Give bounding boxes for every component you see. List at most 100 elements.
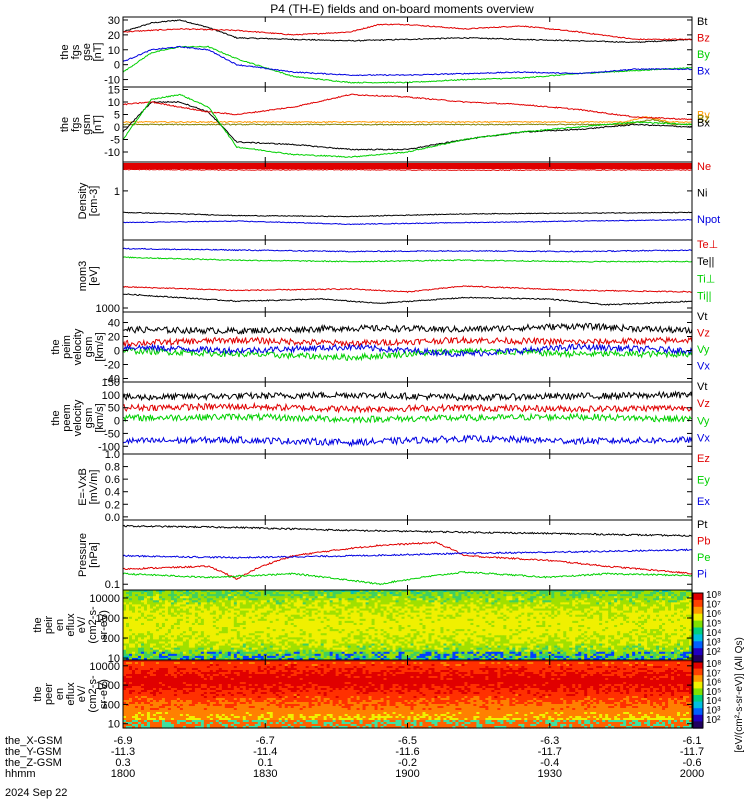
heatmap-cell [422,633,427,636]
heatmap-cell [368,635,373,638]
heatmap-cell [203,602,208,606]
heatmap-cell [587,592,591,595]
heatmap-cell [539,620,543,624]
heatmap-cell [671,598,675,601]
heatmap-cell [296,616,301,620]
heatmap-cell [545,596,549,599]
heatmap-cell [215,592,220,595]
heatmap-cell [608,625,612,628]
heatmap-cell [323,633,328,636]
heatmap-cell [656,606,660,610]
heatmap-cell [329,639,334,643]
heatmap-cell [365,635,370,638]
heatmap-cell [272,610,277,614]
heatmap-cell [227,600,232,603]
heatmap-cell [386,639,391,643]
heatmap-cell [539,637,543,641]
heatmap-cell [302,612,307,616]
heatmap-cell [293,618,298,622]
heatmap-cell [170,608,175,612]
heatmap-cell [545,614,549,618]
heatmap-cell [248,592,253,595]
heatmap-cell [167,594,172,597]
heatmap-cell [338,604,343,608]
heatmap-cell [137,627,142,630]
heatmap-cell [140,635,145,638]
heatmap-cell [494,606,498,610]
heatmap-cell [476,598,480,601]
heatmap-cell [686,620,690,624]
heatmap-cell [575,616,579,620]
heatmap-cell [479,614,483,618]
heatmap-cell [500,610,504,614]
heatmap-cell [377,614,382,618]
heatmap-cell [617,600,621,603]
heatmap-cell [575,620,579,624]
heatmap-cell [566,620,570,624]
heatmap-cell [260,594,265,597]
heatmap-cell [206,627,211,630]
heatmap-cell [683,596,687,599]
heatmap-cell [368,629,373,632]
heatmap-cell [557,596,561,599]
heatmap-cell [620,594,624,597]
heatmap-cell [233,594,238,597]
heatmap-cell [230,635,235,638]
heatmap-cell [386,622,391,626]
heatmap-cell [557,602,561,606]
heatmap-cell [227,625,232,628]
heatmap-cell [278,625,283,628]
heatmap-cell [557,616,561,620]
heatmap-cell [629,602,633,606]
heatmap-cell [227,604,232,608]
heatmap-cell [659,637,663,641]
heatmap-cell [410,606,415,610]
heatmap-cell [203,625,208,628]
heatmap-cell [506,622,510,626]
heatmap-cell [671,610,675,614]
heatmap-cell [245,600,250,603]
heatmap-cell [332,598,337,601]
heatmap-cell [656,637,660,641]
heatmap-cell [494,625,498,628]
heatmap-cell [611,610,615,614]
heatmap-cell [191,600,196,603]
heatmap-cell [272,639,277,643]
heatmap-cell [500,612,504,616]
heatmap-cell [323,598,328,601]
heatmap-cell [407,600,412,603]
heatmap-cell [314,610,319,614]
heatmap-cell [644,625,648,628]
heatmap-cell [317,590,322,593]
heatmap-cell [470,622,474,626]
heatmap-cell [641,614,645,618]
heatmap-cell [320,637,325,641]
heatmap-cell [374,596,379,599]
heatmap-cell [623,625,627,628]
heatmap-cell [287,604,292,608]
heatmap-cell [428,598,433,601]
heatmap-cell [161,608,166,612]
heatmap-cell [425,639,430,643]
heatmap-cell [341,612,346,616]
heatmap-cell [305,610,310,614]
heatmap-cell [554,610,558,614]
heatmap-cell [272,618,277,622]
heatmap-cell [560,610,564,614]
heatmap-cell [245,602,250,606]
heatmap-cell [311,596,316,599]
heatmap-cell [416,612,421,616]
heatmap-cell [518,598,522,601]
heatmap-cell [467,625,471,628]
heatmap-cell [452,596,457,599]
heatmap-cell [476,592,480,595]
y-tick-label: 0.1 [105,579,120,591]
heatmap-cell [185,604,190,608]
heatmap-cell [476,606,480,610]
heatmap-cell [557,622,561,626]
heatmap-cell [320,602,325,606]
heatmap-cell [221,590,226,593]
heatmap-cell [242,627,247,630]
heatmap-cell [665,610,669,614]
heatmap-cell [149,620,154,624]
